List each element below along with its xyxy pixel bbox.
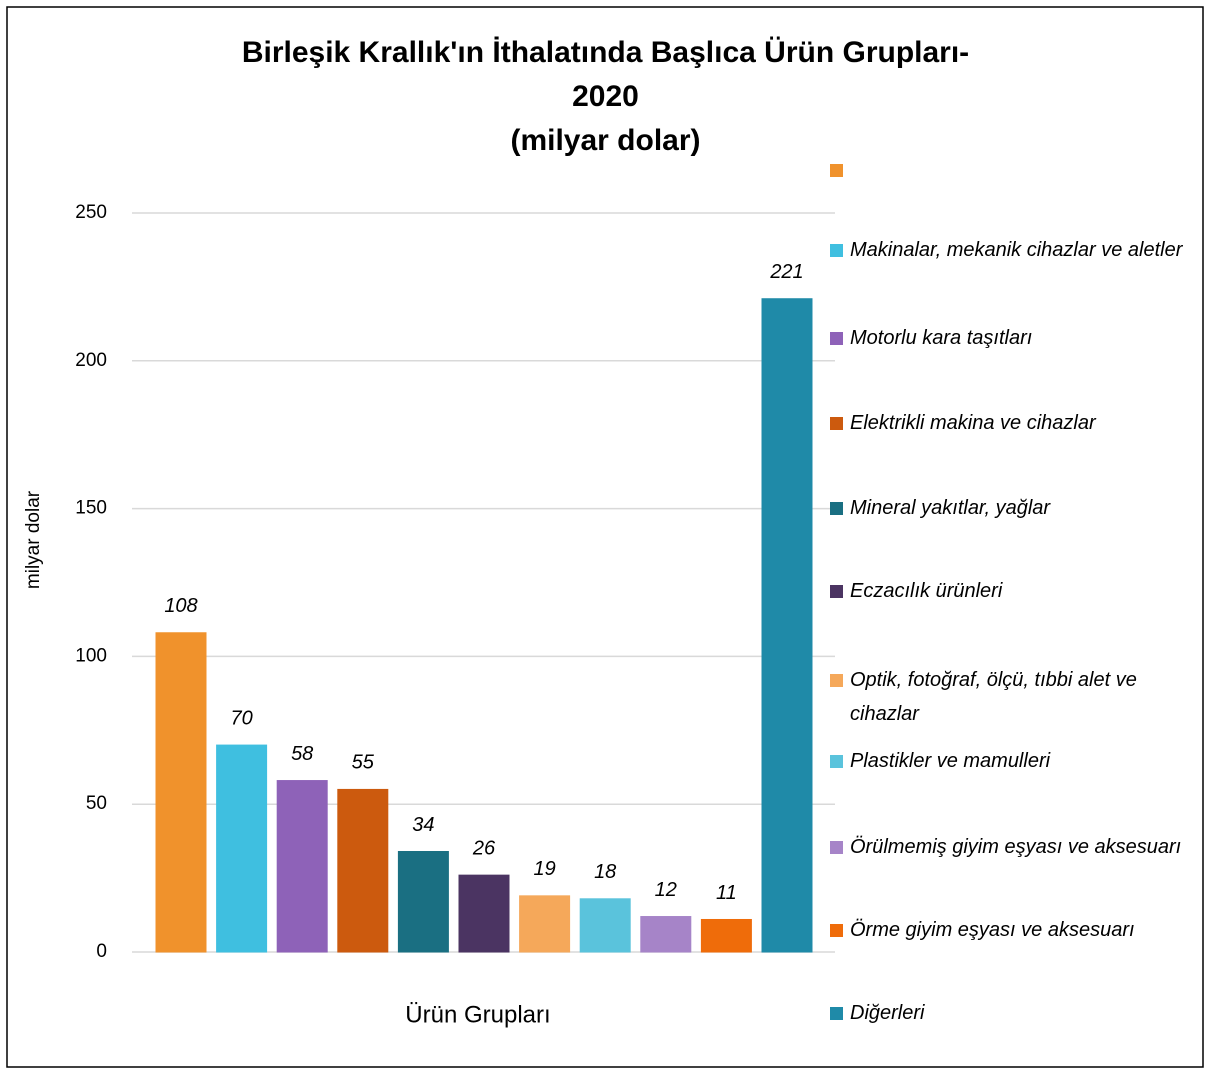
data-label: 58 bbox=[291, 743, 313, 765]
legend-swatch bbox=[830, 841, 843, 854]
legend-label: Optik, fotoğraf, ölçü, tıbbi alet ve cih… bbox=[850, 669, 1137, 725]
y-tick-label: 100 bbox=[75, 645, 107, 666]
y-tick-label: 50 bbox=[86, 793, 107, 814]
y-tick-label: 200 bbox=[75, 350, 107, 371]
data-label: 12 bbox=[655, 879, 677, 901]
y-axis-label: milyar dolar bbox=[23, 490, 44, 589]
legend-swatch bbox=[830, 924, 843, 937]
data-label: 34 bbox=[412, 814, 434, 836]
data-label: 19 bbox=[533, 858, 555, 880]
data-label: 70 bbox=[230, 707, 252, 729]
bar-shine bbox=[216, 745, 267, 952]
data-label: 108 bbox=[164, 595, 197, 617]
legend-swatch bbox=[830, 755, 843, 768]
data-label: 221 bbox=[769, 261, 803, 283]
y-tick-label: 0 bbox=[96, 941, 107, 962]
legend-label: Örme giyim eşyası ve aksesuarı bbox=[850, 919, 1135, 941]
data-label: 11 bbox=[716, 882, 737, 904]
bar-shine bbox=[580, 898, 631, 952]
bar-shine bbox=[156, 632, 206, 952]
data-label: 55 bbox=[352, 752, 375, 774]
chart-title: 2020 bbox=[572, 80, 639, 113]
legend-label: Diğerleri bbox=[850, 1002, 925, 1024]
bar-shine bbox=[277, 780, 328, 952]
legend-label: Motorlu kara taşıtları bbox=[850, 327, 1033, 349]
data-label: 18 bbox=[594, 861, 616, 883]
legend-swatch bbox=[830, 1007, 843, 1020]
legend-swatch bbox=[830, 502, 843, 515]
bar-shine bbox=[519, 895, 570, 952]
legend-swatch bbox=[830, 164, 843, 177]
legend-label: Örülmemiş giyim eşyası ve aksesuarı bbox=[850, 836, 1182, 858]
bar-shine bbox=[337, 789, 388, 952]
bar-shine bbox=[762, 298, 812, 952]
legend-label: Elektrikli makina ve cihazlar bbox=[850, 412, 1096, 434]
bar-shine bbox=[701, 919, 752, 952]
y-tick-label: 150 bbox=[75, 498, 107, 519]
bar-shine bbox=[398, 851, 449, 952]
chart-title: (milyar dolar) bbox=[510, 124, 701, 157]
bar-shine bbox=[640, 916, 691, 952]
y-tick-label: 250 bbox=[75, 202, 107, 223]
legend-swatch bbox=[830, 332, 843, 345]
chart-title: Birleşik Krallık'ın İthalatında Başlıca … bbox=[241, 36, 970, 69]
legend-swatch bbox=[830, 244, 843, 257]
legend-swatch bbox=[830, 585, 843, 598]
x-axis-label: Ürün Grupları bbox=[405, 1001, 550, 1028]
bar-shine bbox=[459, 875, 509, 952]
legend-swatch bbox=[830, 417, 843, 430]
legend-label: Mineral yakıtlar, yağlar bbox=[850, 497, 1051, 519]
legend-label: Plastikler ve mamulleri bbox=[850, 750, 1051, 772]
legend-label: Makinalar, mekanik cihazlar ve aletler bbox=[850, 239, 1183, 261]
legend-label: Eczacılık ürünleri bbox=[850, 580, 1003, 602]
data-label: 26 bbox=[472, 837, 496, 859]
legend-swatch bbox=[830, 674, 843, 687]
